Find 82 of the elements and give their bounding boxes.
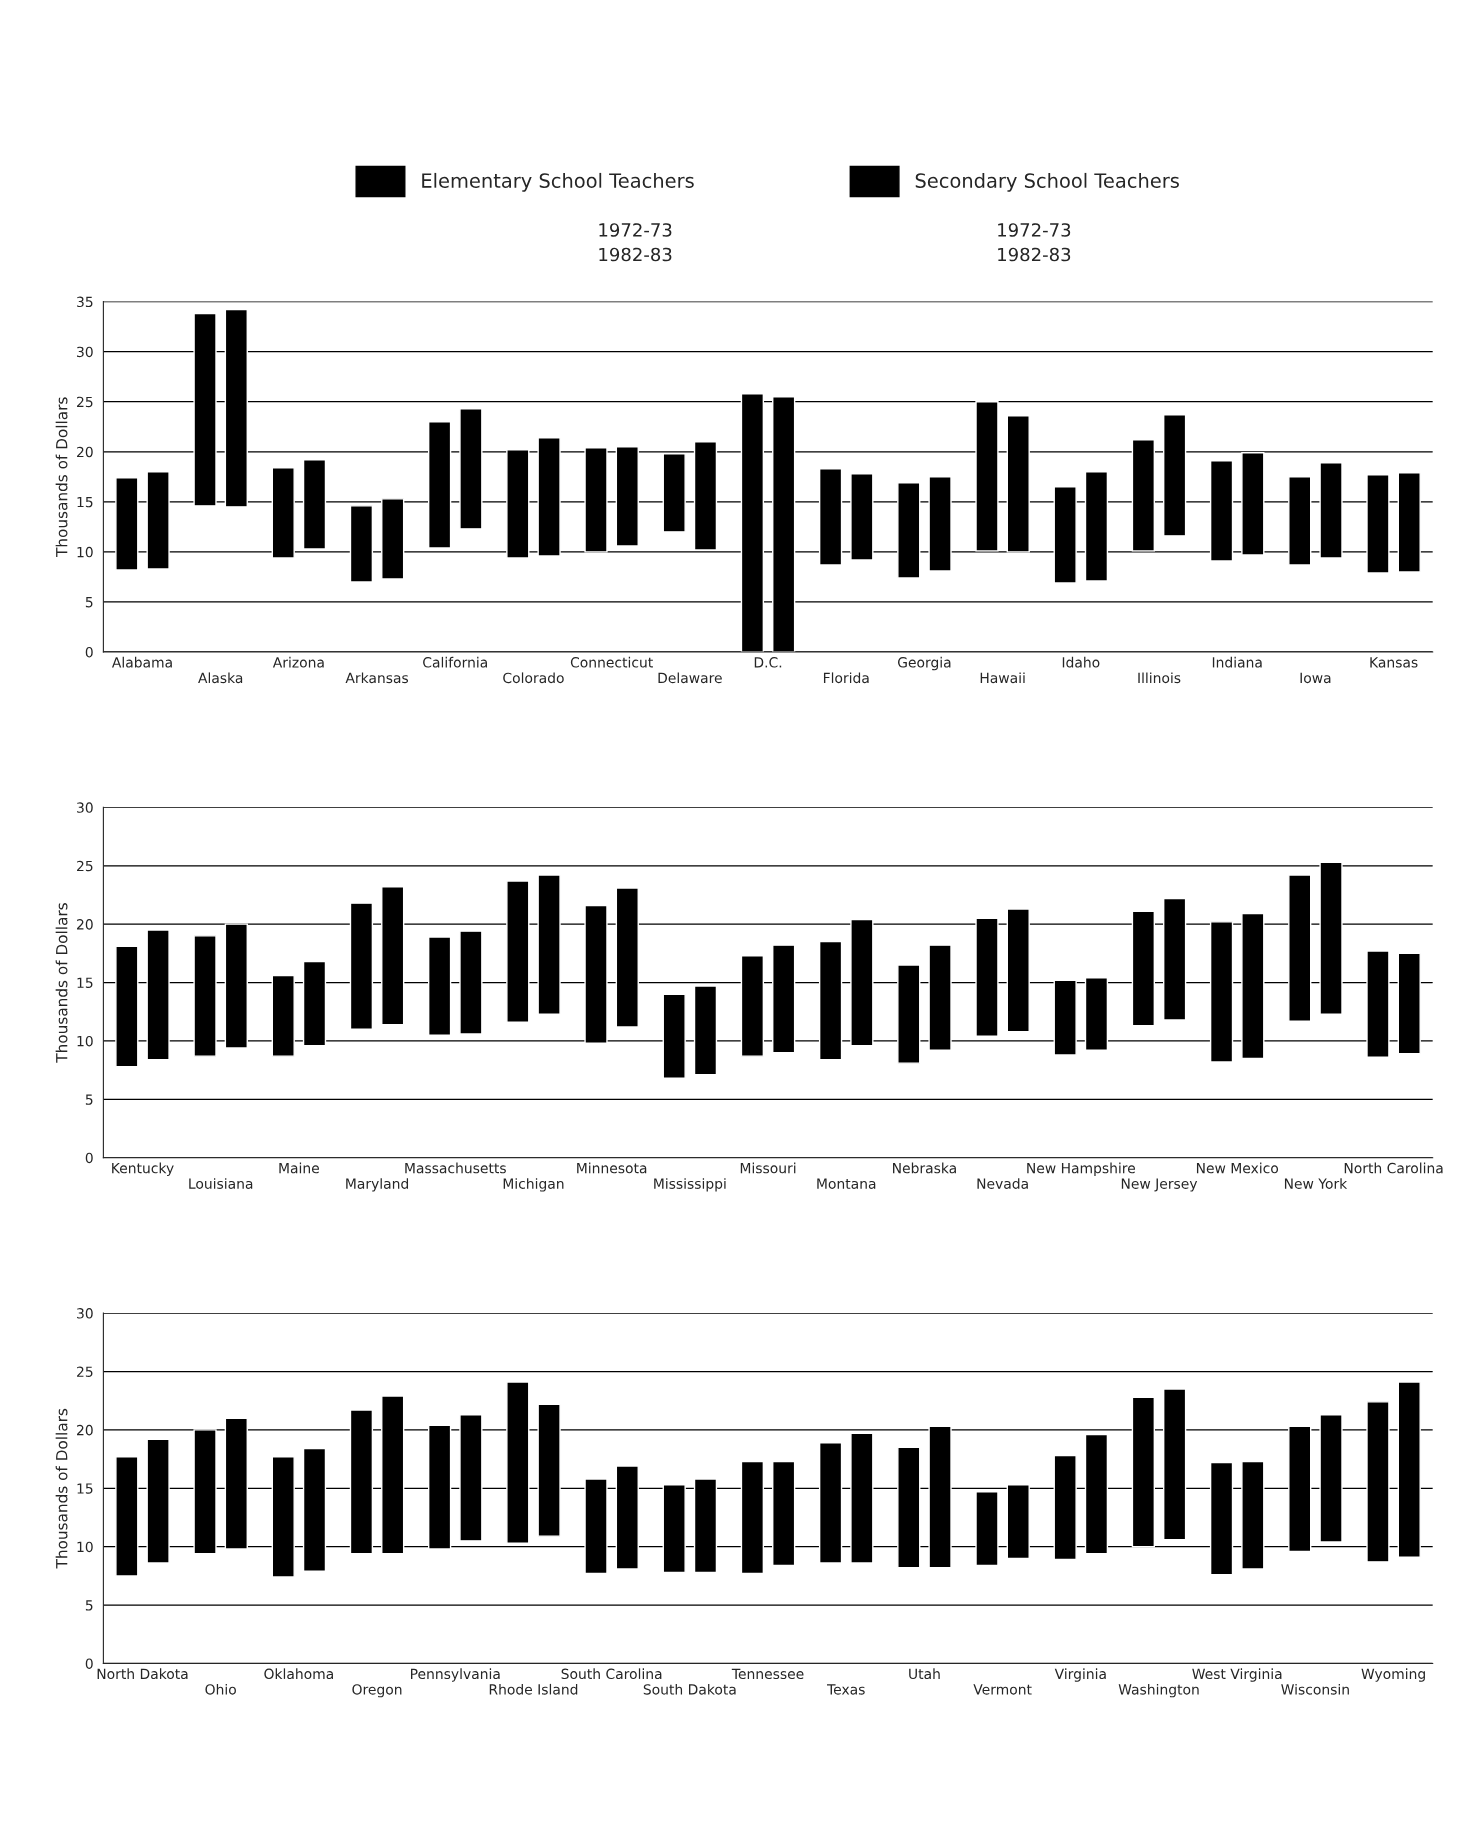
text: 1982-83 xyxy=(998,247,1071,262)
y-tick-label: 10 xyxy=(77,546,93,558)
y-axis-title: Thousands of Dollars xyxy=(55,397,68,558)
x-tick-label: Pennsylvania xyxy=(411,1668,500,1682)
x-tick-label: Georgia xyxy=(897,656,951,671)
y-tick-label: 5 xyxy=(85,1094,93,1105)
x-tick-label: Washington xyxy=(1118,1683,1199,1698)
y-tick-label: 5 xyxy=(85,597,93,608)
x-tick-label: Indiana xyxy=(1212,656,1262,668)
y-tick-label: 15 xyxy=(77,496,93,508)
x-tick-label: Alabama xyxy=(111,656,172,668)
y-tick-label: 25 xyxy=(77,860,93,872)
y-tick-label: 15 xyxy=(77,1483,93,1494)
x-tick-label: Hawaii xyxy=(980,672,1025,684)
y-tick-label: 30 xyxy=(77,802,93,813)
y-tick-label: 0 xyxy=(85,646,93,658)
y-tick-label: 35 xyxy=(77,296,93,308)
x-tick-label: Maryland xyxy=(346,1178,409,1192)
x-tick-label: D.C. xyxy=(754,657,782,668)
x-tick-label: Massachusetts xyxy=(405,1162,506,1174)
x-tick-label: California xyxy=(423,656,487,668)
x-tick-label: Colorado xyxy=(503,672,564,684)
x-tick-label: Vermont xyxy=(973,1684,1032,1695)
y-tick-label: 10 xyxy=(77,1035,93,1047)
x-tick-label: Ohio xyxy=(205,1683,236,1695)
y-tick-label: 0 xyxy=(85,1152,93,1164)
y-tick-label: 20 xyxy=(77,919,93,930)
x-tick-label: Delaware xyxy=(658,672,722,684)
x-tick-label: Mississippi xyxy=(654,1178,726,1192)
x-tick-label: North Carolina xyxy=(1344,1162,1443,1174)
x-tick-label: Texas xyxy=(827,1684,865,1695)
x-tick-label: Tennessee xyxy=(731,1668,804,1680)
x-tick-label: New Jersey xyxy=(1121,1178,1198,1192)
x-tick-label: Idaho xyxy=(1062,656,1100,668)
x-tick-label: South Dakota xyxy=(643,1683,736,1695)
y-tick-label: 25 xyxy=(77,396,93,408)
y-tick-label: 10 xyxy=(77,1541,93,1553)
x-tick-label: Wisconsin xyxy=(1281,1683,1349,1695)
x-tick-label: Illinois xyxy=(1138,672,1181,684)
y-tick-label: 30 xyxy=(77,346,93,358)
x-tick-label: North Dakota xyxy=(97,1668,188,1680)
x-tick-label: New Hampshire xyxy=(1027,1162,1135,1177)
x-tick-label: Oregon xyxy=(352,1684,402,1698)
y-tick-label: 25 xyxy=(77,1366,93,1377)
x-tick-label: Alaska xyxy=(198,672,243,684)
text: 1972-73 xyxy=(998,223,1071,237)
x-tick-label: West Virginia xyxy=(1192,1668,1282,1682)
x-tick-label: Maine xyxy=(279,1162,319,1174)
y-tick-label: 15 xyxy=(77,977,93,989)
y-tick-label: 0 xyxy=(85,1658,93,1669)
x-tick-label: Wyoming xyxy=(1361,1668,1425,1682)
x-tick-label: Minnesota xyxy=(577,1162,647,1174)
y-tick-label: 5 xyxy=(85,1600,93,1611)
x-tick-label: Louisiana xyxy=(189,1178,253,1189)
x-tick-label: Connecticut xyxy=(570,656,653,668)
x-tick-label: Utah xyxy=(909,1668,940,1680)
x-tick-label: Iowa xyxy=(1300,672,1331,684)
x-tick-label: Missouri xyxy=(740,1162,796,1174)
y-axis-title: Thousands of Dollars xyxy=(55,1408,68,1569)
y-axis-title: Thousands of Dollars xyxy=(55,903,68,1063)
legend-label: Secondary School Teachers xyxy=(915,172,1179,192)
x-tick-label: Virginia xyxy=(1054,1668,1106,1682)
x-tick-label: New Mexico xyxy=(1196,1162,1279,1174)
x-tick-label: Arkansas xyxy=(345,672,409,684)
text: 1972-73 xyxy=(599,223,672,237)
y-tick-label: 20 xyxy=(77,1424,93,1436)
x-tick-label: Kentucky xyxy=(112,1162,174,1177)
y-tick-label: 30 xyxy=(77,1308,93,1319)
x-tick-label: Florida xyxy=(823,672,869,684)
legend-label: Elementary School Teachers xyxy=(422,172,694,192)
x-tick-label: Kansas xyxy=(1370,657,1418,668)
text: 1982-83 xyxy=(599,247,672,262)
x-tick-label: Nevada xyxy=(977,1178,1028,1189)
x-tick-label: Rhode Island xyxy=(489,1683,578,1695)
x-tick-label: Oklahoma xyxy=(264,1668,333,1680)
x-tick-label: New York xyxy=(1284,1178,1348,1189)
y-tick-label: 20 xyxy=(77,446,93,458)
x-tick-label: Arizona xyxy=(272,656,324,668)
x-tick-label: Nebraska xyxy=(893,1162,956,1174)
x-tick-label: South Carolina xyxy=(561,1668,662,1680)
x-tick-label: Michigan xyxy=(503,1178,564,1192)
x-tick-label: Montana xyxy=(817,1178,876,1189)
